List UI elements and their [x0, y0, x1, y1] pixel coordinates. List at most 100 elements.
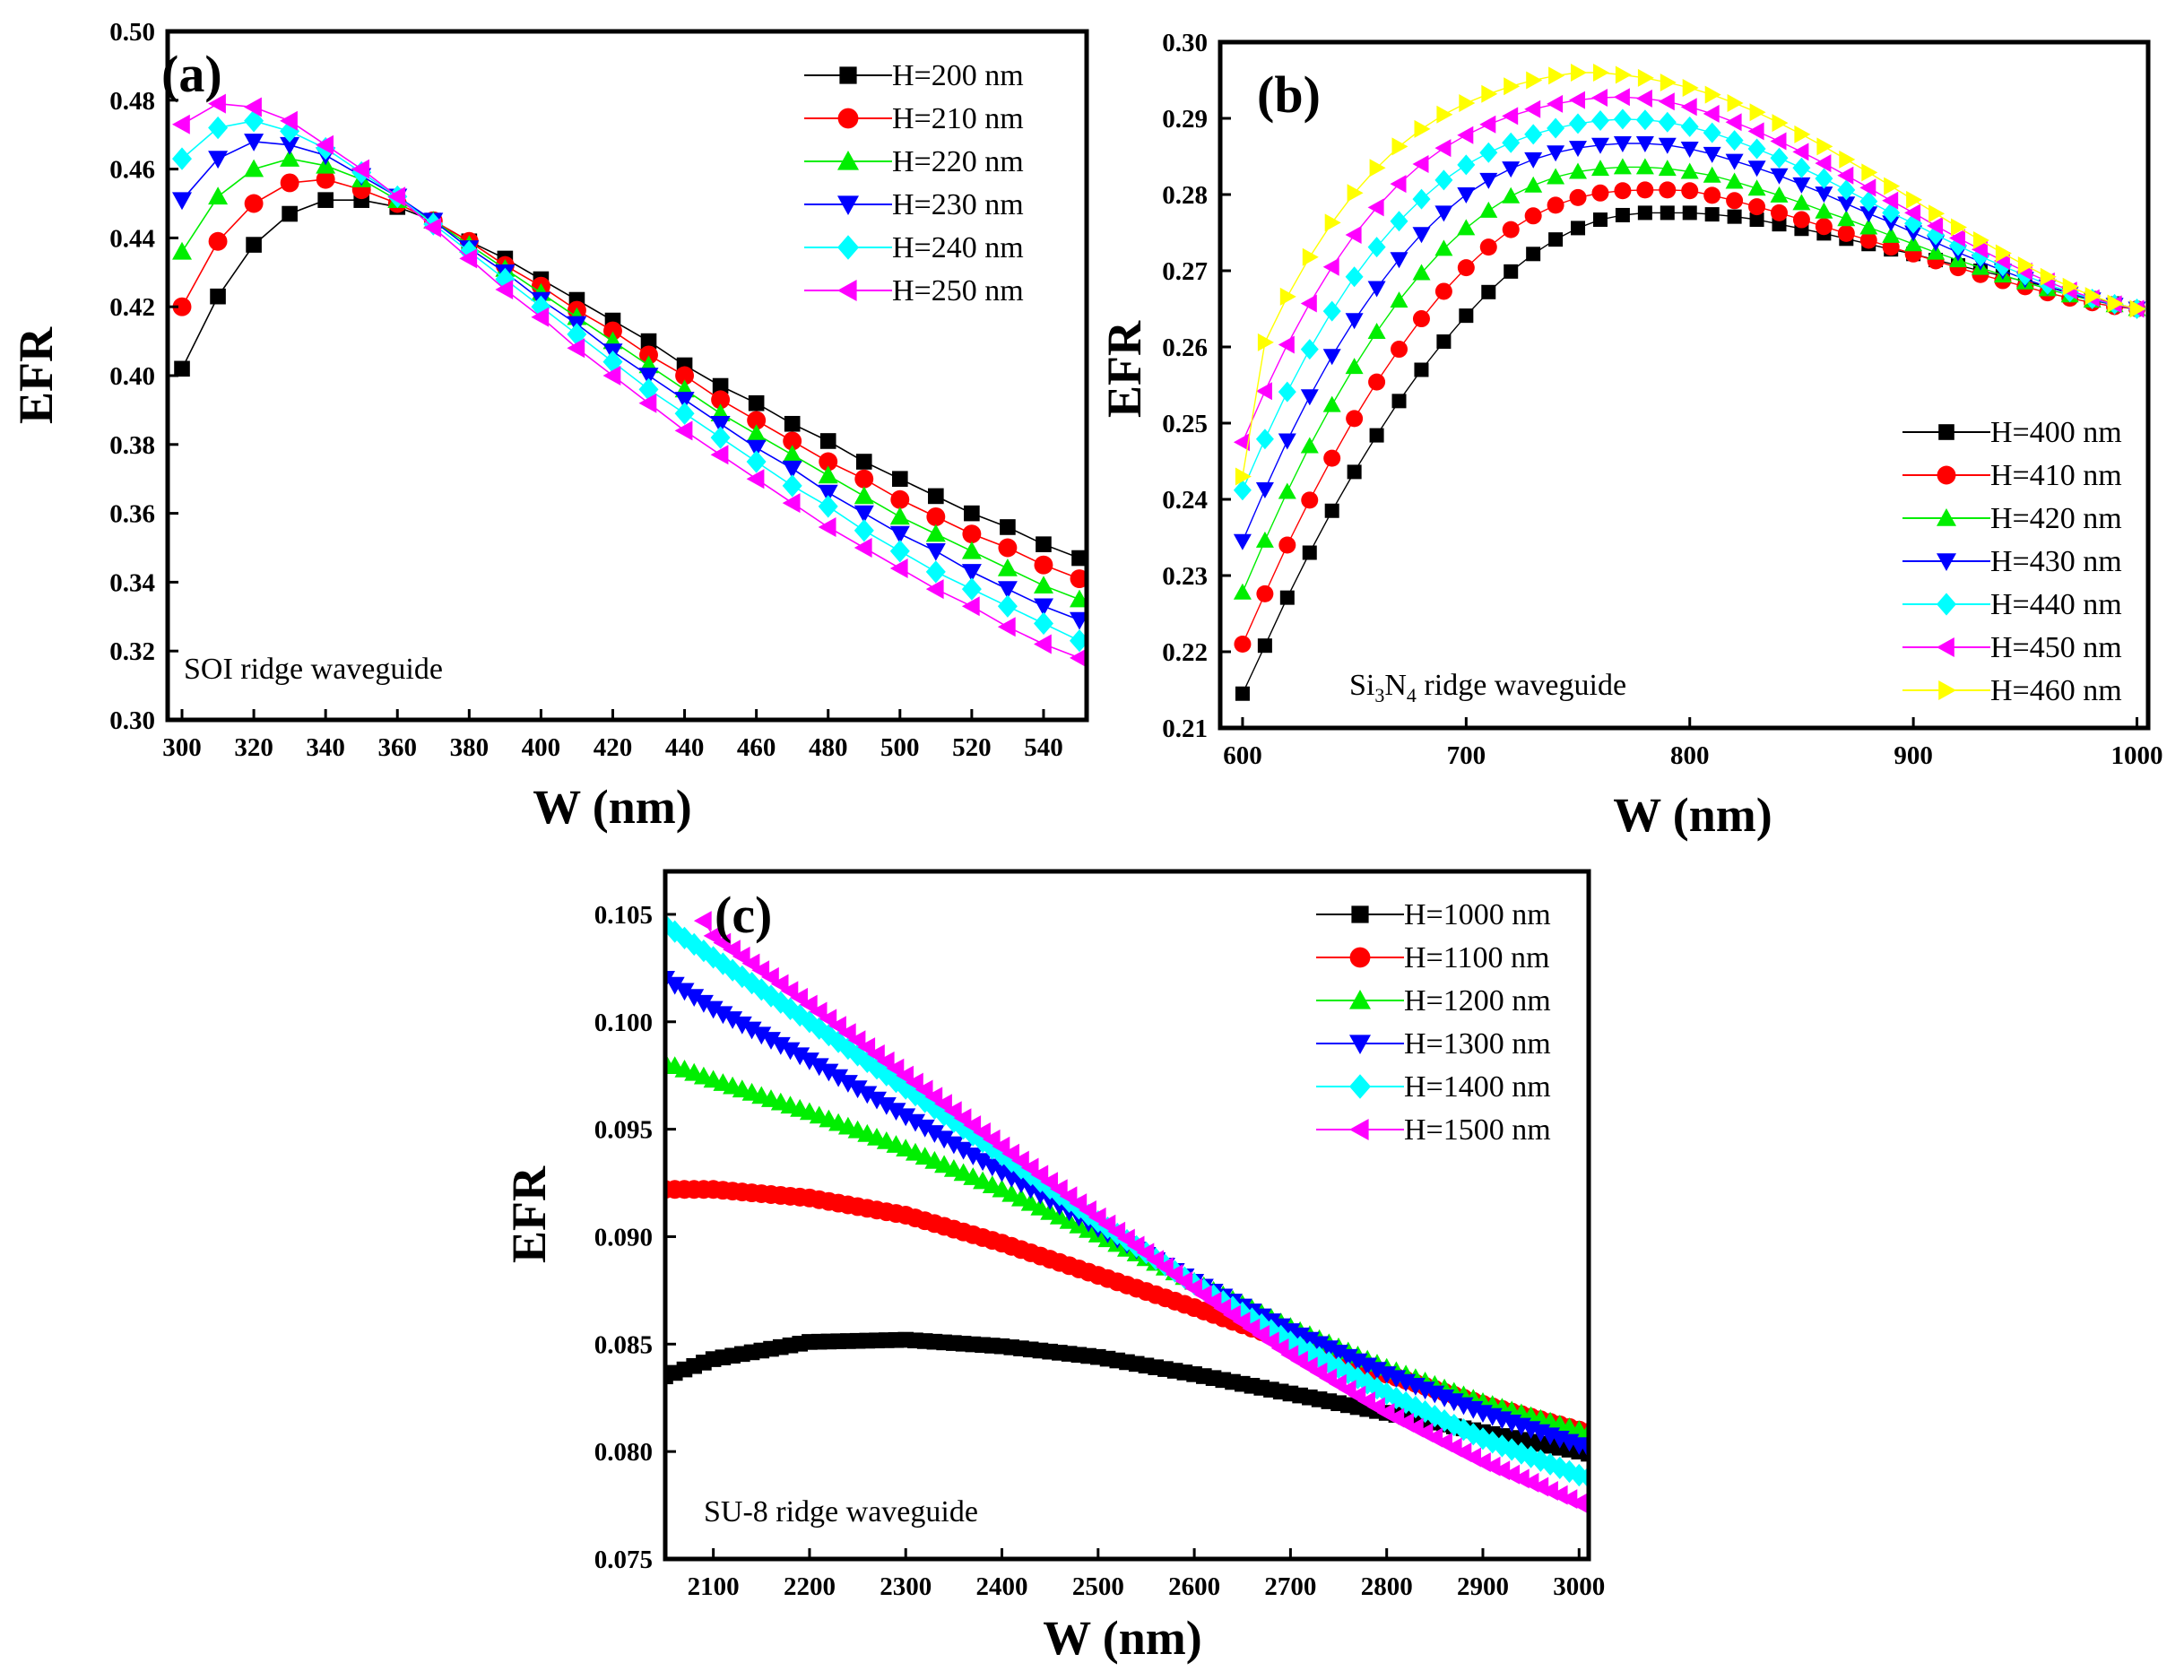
- data-point: [1324, 213, 1341, 232]
- x-tick-label: 2500: [1072, 1572, 1124, 1601]
- data-point: [973, 1153, 993, 1172]
- data-point: [710, 445, 729, 465]
- data-point: [674, 926, 695, 949]
- data-point: [1703, 186, 1721, 204]
- data-point: [638, 393, 657, 413]
- data-point: [1278, 381, 1296, 403]
- data-point: [1635, 158, 1654, 175]
- y-tick-label: 0.21: [1162, 714, 1208, 743]
- data-point: [1571, 64, 1587, 82]
- y-tick-label: 0.080: [594, 1438, 653, 1467]
- data-point: [317, 192, 334, 208]
- data-point: [1770, 186, 1789, 203]
- data-point: [732, 965, 752, 989]
- data-point: [1613, 158, 1632, 175]
- data-point: [1034, 576, 1053, 593]
- data-point: [1725, 113, 1742, 132]
- data-point: [1322, 257, 1339, 276]
- data-point: [1660, 74, 1677, 91]
- data-point: [1884, 177, 1901, 195]
- data-point: [1882, 215, 1901, 232]
- data-point: [1569, 113, 1587, 134]
- plot-frame: [663, 869, 1591, 1562]
- data-point: [316, 134, 334, 155]
- data-point: [809, 1001, 828, 1022]
- legend-item: H=1200 nm: [1316, 984, 1551, 1018]
- data-point: [1681, 182, 1699, 200]
- data-point: [1682, 79, 1699, 97]
- data-point: [1524, 124, 1543, 145]
- data-point: [1482, 1431, 1503, 1454]
- data-point: [818, 495, 838, 518]
- data-point: [1904, 204, 1921, 222]
- data-point: [665, 976, 685, 995]
- data-point: [1547, 117, 1565, 139]
- data-point: [1322, 300, 1341, 322]
- data-point: [1770, 204, 1788, 221]
- data-point: [963, 1147, 984, 1165]
- data-point: [1682, 205, 1697, 221]
- data-point: [387, 186, 406, 207]
- data-point: [751, 1026, 772, 1045]
- data-point: [280, 149, 300, 167]
- data-point: [1837, 196, 1856, 213]
- legend-label: H=460 nm: [1990, 674, 2122, 707]
- data-point: [1235, 686, 1250, 701]
- data-point: [1547, 196, 1564, 214]
- y-axis-label: EFR: [502, 1165, 556, 1263]
- data-point: [1069, 1193, 1088, 1214]
- annotation: SOI ridge waveguide: [184, 653, 443, 686]
- data-point: [847, 1080, 868, 1099]
- data-point: [1591, 184, 1609, 202]
- data-point: [1973, 231, 1989, 249]
- data-point: [1726, 192, 1744, 210]
- data-point: [1453, 1418, 1474, 1442]
- data-point: [784, 415, 801, 432]
- data-point: [1569, 91, 1585, 109]
- x-tick-label: 3000: [1553, 1572, 1605, 1601]
- x-axis-label: W (nm): [1043, 1611, 1202, 1665]
- data-point: [1255, 531, 1274, 548]
- data-point: [1412, 188, 1431, 210]
- data-point: [710, 416, 731, 434]
- data-point: [809, 1017, 829, 1040]
- legend-item: H=430 nm: [1902, 545, 2122, 578]
- annotation: Si3N4 ridge waveguide: [1349, 669, 1626, 706]
- chart-panel-3: 2100 2200 2300 2400 2500 2600 2700 2800 2900 3000…: [502, 869, 1605, 1665]
- y-tick-label: 0.48: [109, 87, 155, 116]
- data-point: [1390, 291, 1408, 308]
- data-point: [1949, 229, 1965, 247]
- data-point: [953, 1108, 972, 1129]
- y-axis-label: EFR: [9, 326, 63, 424]
- data-point: [1859, 191, 1878, 212]
- data-point: [1815, 186, 1833, 204]
- data-point: [602, 366, 621, 385]
- data-point: [855, 454, 872, 470]
- data-point: [1637, 205, 1652, 221]
- data-point: [780, 1042, 801, 1061]
- data-point: [1457, 126, 1474, 144]
- data-point: [1233, 433, 1250, 452]
- data-point: [1703, 122, 1721, 143]
- data-point: [316, 169, 335, 189]
- legend-marker: [1937, 637, 1954, 657]
- data-point: [998, 538, 1018, 558]
- legend-marker: [837, 108, 859, 129]
- data-point: [639, 345, 658, 365]
- data-point: [997, 617, 1016, 637]
- data-point: [748, 394, 765, 411]
- data-point: [1414, 362, 1429, 377]
- data-point: [746, 424, 767, 443]
- data-point: [1502, 186, 1521, 204]
- data-point: [1680, 116, 1699, 137]
- data-point: [1591, 137, 1609, 154]
- data-point: [1792, 194, 1811, 211]
- x-axis-label: W (nm): [1613, 788, 1772, 842]
- x-tick-label: 540: [1024, 733, 1063, 762]
- data-point: [953, 1141, 974, 1160]
- legend-marker: [1349, 1119, 1369, 1140]
- data-point: [854, 469, 874, 489]
- data-point: [1704, 85, 1721, 104]
- legend-item: H=1100 nm: [1316, 941, 1549, 974]
- data-point: [1725, 153, 1744, 170]
